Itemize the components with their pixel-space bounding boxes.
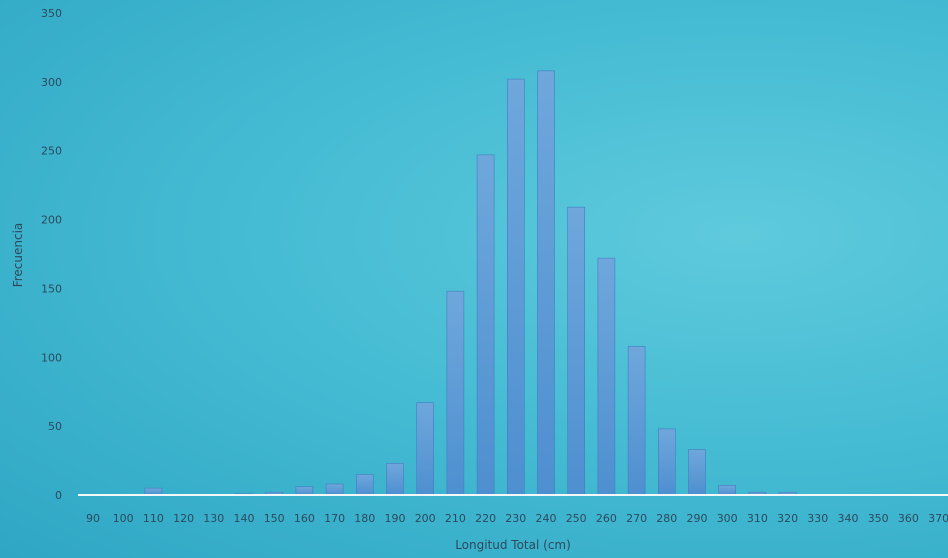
x-tick-label: 100 (113, 512, 134, 525)
x-axis-ticks: 90 100 110 120 130 140 150 160 170 180 190 200 210 22… (86, 512, 948, 525)
x-tick-label: 350 (868, 512, 889, 525)
x-tick-label: 170 (324, 512, 345, 525)
bar (144, 487, 163, 496)
x-tick-label: 160 (294, 512, 315, 525)
bar (506, 78, 525, 496)
x-axis-title: Longitud Total (cm) (455, 538, 571, 552)
x-tick-label: 250 (566, 512, 587, 525)
x-tick-label: 340 (838, 512, 859, 525)
x-tick-label: 90 (86, 512, 100, 525)
x-tick-label: 150 (264, 512, 285, 525)
y-axis-title: Frecuencia (11, 223, 25, 288)
x-tick-label: 110 (143, 512, 164, 525)
y-axis-ticks: 0 50 100 150 200 250 300 350 (41, 7, 62, 502)
bar (537, 70, 555, 496)
bars (144, 70, 797, 496)
x-tick-label: 230 (505, 512, 526, 525)
x-tick-label: 310 (747, 512, 768, 525)
x-tick-label: 240 (536, 512, 557, 525)
bar (295, 486, 314, 496)
x-tick-label: 330 (807, 512, 828, 525)
y-tick-label: 250 (41, 145, 62, 158)
x-tick-label: 270 (626, 512, 647, 525)
bar (567, 206, 586, 496)
bar (476, 154, 495, 496)
bar (325, 483, 344, 496)
x-tick-label: 220 (475, 512, 496, 525)
y-tick-label: 350 (41, 7, 62, 20)
y-tick-label: 150 (41, 282, 62, 295)
x-tick-label: 190 (385, 512, 406, 525)
x-tick-label: 210 (445, 512, 466, 525)
x-tick-label: 320 (777, 512, 798, 525)
x-tick-label: 290 (687, 512, 708, 525)
y-tick-label: 100 (41, 351, 62, 364)
x-tick-label: 300 (717, 512, 738, 525)
bar (627, 345, 646, 496)
bar (597, 257, 616, 496)
y-tick-label: 50 (48, 420, 62, 433)
bar (416, 402, 435, 496)
x-tick-label: 120 (173, 512, 194, 525)
bar (386, 463, 404, 496)
bar (688, 449, 706, 496)
y-tick-label: 200 (41, 214, 62, 227)
x-tick-label: 280 (656, 512, 677, 525)
x-tick-label: 260 (596, 512, 617, 525)
y-tick-label: 0 (55, 489, 62, 502)
bar (446, 290, 465, 496)
x-tick-label: 180 (354, 512, 375, 525)
x-tick-label: 360 (898, 512, 919, 525)
bar (355, 474, 374, 496)
x-tick-label: 140 (234, 512, 255, 525)
bar (657, 428, 676, 496)
x-tick-label: 200 (415, 512, 436, 525)
y-tick-label: 300 (41, 76, 62, 89)
x-tick-label: 130 (203, 512, 224, 525)
x-tick-label: 370 (928, 512, 948, 525)
bar (718, 485, 737, 496)
